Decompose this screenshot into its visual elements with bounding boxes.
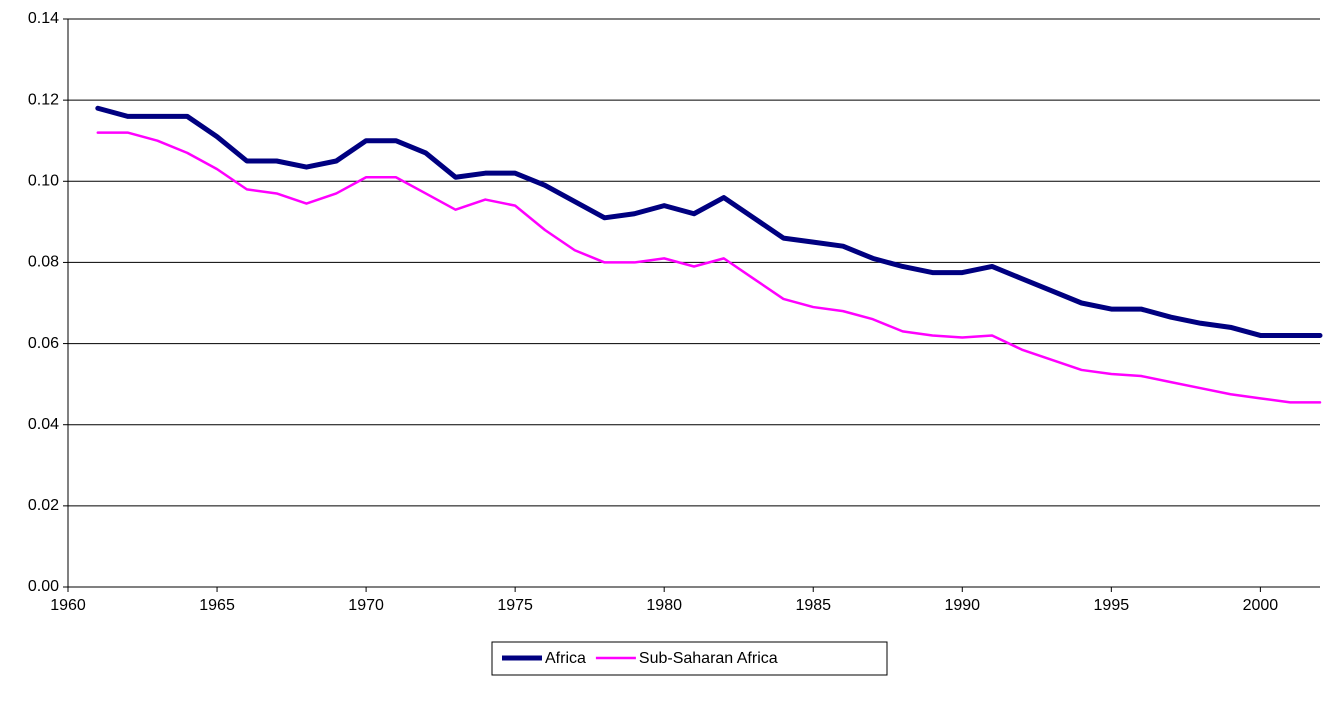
y-tick-label: 0.00	[28, 578, 59, 595]
y-tick-label: 0.02	[28, 497, 59, 514]
x-tick-label: 1985	[795, 597, 831, 614]
x-tick-label: 1995	[1094, 597, 1130, 614]
legend-label: Africa	[545, 650, 586, 667]
series-line	[95, 105, 1323, 338]
x-tick-label: 2000	[1243, 597, 1279, 614]
x-tick-label: 1970	[348, 597, 384, 614]
x-tick-label: 1980	[646, 597, 682, 614]
x-tick-label: 1975	[497, 597, 533, 614]
y-tick-label: 0.12	[28, 91, 59, 108]
x-tick-label: 1960	[50, 597, 86, 614]
legend-label: Sub-Saharan Africa	[639, 650, 778, 667]
y-tick-label: 0.08	[28, 254, 59, 271]
x-tick-label: 1990	[944, 597, 980, 614]
legend-box	[491, 641, 888, 676]
y-tick-label: 0.06	[28, 335, 59, 352]
series-line	[96, 131, 1322, 404]
y-tick-label: 0.14	[28, 10, 59, 27]
y-tick-label: 0.10	[28, 173, 59, 190]
y-tick-label: 0.04	[28, 416, 59, 433]
x-tick-label: 1965	[199, 597, 235, 614]
